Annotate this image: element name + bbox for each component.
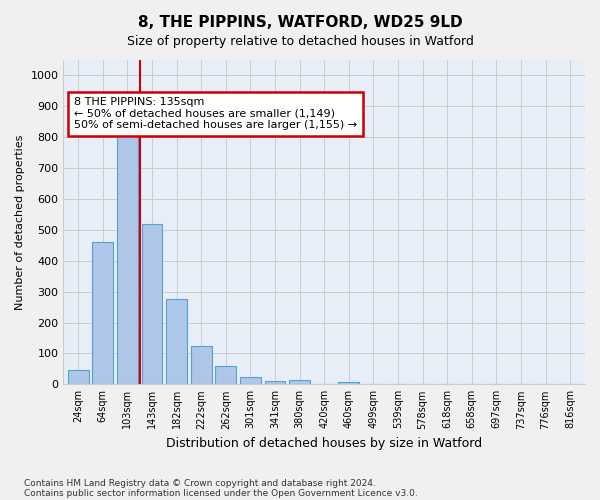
- Bar: [265, 381, 286, 384]
- Text: Size of property relative to detached houses in Watford: Size of property relative to detached ho…: [127, 35, 473, 48]
- Bar: [117, 134, 138, 384]
- Bar: [338, 382, 359, 384]
- Text: Contains public sector information licensed under the Open Government Licence v3: Contains public sector information licen…: [24, 488, 418, 498]
- Bar: [240, 376, 261, 384]
- Bar: [142, 224, 163, 384]
- Bar: [68, 370, 89, 384]
- Text: 8, THE PIPPINS, WATFORD, WD25 9LD: 8, THE PIPPINS, WATFORD, WD25 9LD: [137, 15, 463, 30]
- Text: Contains HM Land Registry data © Crown copyright and database right 2024.: Contains HM Land Registry data © Crown c…: [24, 478, 376, 488]
- X-axis label: Distribution of detached houses by size in Watford: Distribution of detached houses by size …: [166, 437, 482, 450]
- Text: 8 THE PIPPINS: 135sqm
← 50% of detached houses are smaller (1,149)
50% of semi-d: 8 THE PIPPINS: 135sqm ← 50% of detached …: [74, 98, 357, 130]
- Y-axis label: Number of detached properties: Number of detached properties: [15, 134, 25, 310]
- Bar: [92, 242, 113, 384]
- Bar: [289, 380, 310, 384]
- Bar: [215, 366, 236, 384]
- Bar: [191, 346, 212, 385]
- Bar: [166, 300, 187, 384]
